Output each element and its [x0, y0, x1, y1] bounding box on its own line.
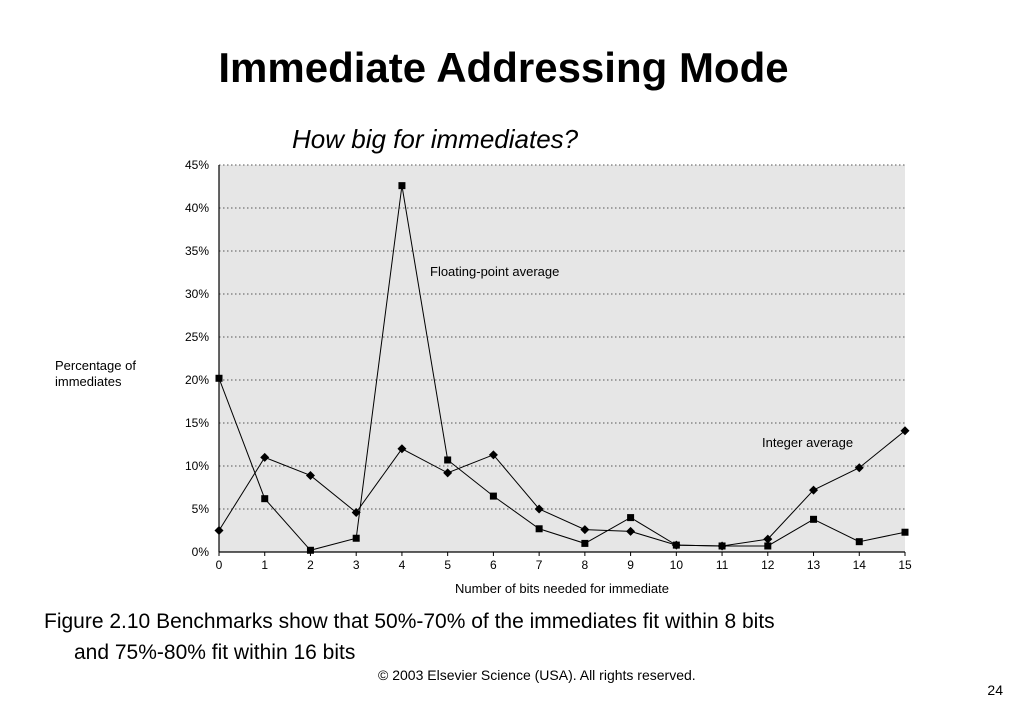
- data-point-floating-point: [352, 534, 360, 542]
- integer-annotation: Integer average: [762, 435, 853, 450]
- caption-line-1: Figure 2.10 Benchmarks show that 50%-70%…: [44, 610, 775, 633]
- data-point-floating-point: [306, 546, 314, 554]
- slide-subtitle: How big for immediates?: [292, 124, 579, 154]
- x-tick-label: 4: [399, 558, 406, 572]
- plot-background: [219, 165, 905, 552]
- data-point-floating-point: [489, 492, 497, 500]
- page-number: 24: [987, 682, 1003, 698]
- series-line-integer: [218, 430, 906, 547]
- y-tick-label: 30%: [185, 287, 209, 301]
- floating-point-annotation: Floating-point average: [430, 264, 559, 279]
- data-point-integer: [488, 450, 498, 460]
- x-tick-label: 8: [582, 558, 589, 572]
- data-point-integer: [534, 504, 544, 514]
- data-point-floating-point: [810, 515, 818, 523]
- data-point-integer: [443, 468, 453, 478]
- y-tick-label: 45%: [185, 158, 209, 172]
- x-tick-label: 15: [898, 558, 912, 572]
- data-point-integer: [260, 452, 270, 462]
- x-tick-labels: 0 1 2 3 4 5 6 7 8 9 10 11 12 13 14 15: [216, 558, 912, 572]
- chart-axes: [218, 165, 906, 556]
- series-lines: [218, 185, 906, 551]
- x-tick-label: 9: [627, 558, 634, 572]
- x-tick-label: 11: [716, 558, 729, 572]
- y-axis-label-line1: Percentage of: [55, 358, 136, 373]
- slide-title: Immediate Addressing Mode: [218, 44, 789, 91]
- x-tick-label: 0: [216, 558, 223, 572]
- data-point-integer: [305, 470, 315, 480]
- y-tick-label: 5%: [192, 502, 210, 516]
- series-markers: [214, 182, 910, 554]
- data-point-floating-point: [855, 538, 863, 546]
- data-point-floating-point: [398, 182, 406, 190]
- data-point-integer: [580, 525, 590, 535]
- data-point-integer: [397, 444, 407, 454]
- y-tick-label: 15%: [185, 416, 209, 430]
- x-tick-label: 12: [761, 558, 775, 572]
- data-point-floating-point: [261, 495, 269, 503]
- data-point-floating-point: [535, 525, 543, 533]
- x-tick-label: 5: [444, 558, 451, 572]
- data-point-integer: [214, 526, 224, 535]
- data-point-floating-point: [764, 542, 772, 550]
- y-tick-label: 25%: [185, 330, 209, 344]
- y-tick-label: 10%: [185, 459, 209, 473]
- x-axis-label: Number of bits needed for immediate: [455, 581, 669, 596]
- data-point-integer: [717, 541, 727, 551]
- y-tick-label: 20%: [185, 373, 209, 387]
- data-point-integer: [809, 485, 819, 495]
- y-axis-label-line2: immediates: [55, 374, 122, 389]
- copyright-notice: © 2003 Elsevier Science (USA). All right…: [378, 667, 696, 683]
- data-point-floating-point: [901, 528, 909, 536]
- x-tick-label: 6: [490, 558, 497, 572]
- data-point-floating-point: [581, 539, 589, 547]
- data-point-integer: [351, 507, 361, 517]
- data-point-floating-point: [627, 514, 635, 522]
- data-point-integer: [671, 540, 681, 550]
- x-tick-label: 10: [670, 558, 684, 572]
- data-point-floating-point: [215, 374, 223, 382]
- x-tick-label: 3: [353, 558, 360, 572]
- x-tick-label: 13: [807, 558, 821, 572]
- x-tick-label: 2: [307, 558, 314, 572]
- series-line-floating-point: [218, 185, 906, 551]
- figure-caption: Figure 2.10 Benchmarks show that 50%-70%…: [44, 606, 1004, 668]
- y-tick-labels: 0% 5% 10% 15% 20% 25% 30% 35% 40% 45%: [185, 158, 209, 559]
- x-tick-label: 14: [853, 558, 867, 572]
- data-point-floating-point: [444, 456, 452, 464]
- x-tick-label: 1: [261, 558, 268, 572]
- data-point-integer: [763, 534, 773, 544]
- data-point-integer: [626, 526, 636, 536]
- x-tick-label: 7: [536, 558, 543, 572]
- caption-line-2: and 75%-80% fit within 16 bits: [74, 641, 356, 664]
- data-point-integer: [854, 463, 864, 473]
- y-tick-label: 0%: [192, 545, 210, 559]
- y-tick-label: 40%: [185, 201, 209, 215]
- data-point-integer: [900, 426, 910, 436]
- y-tick-label: 35%: [185, 244, 209, 258]
